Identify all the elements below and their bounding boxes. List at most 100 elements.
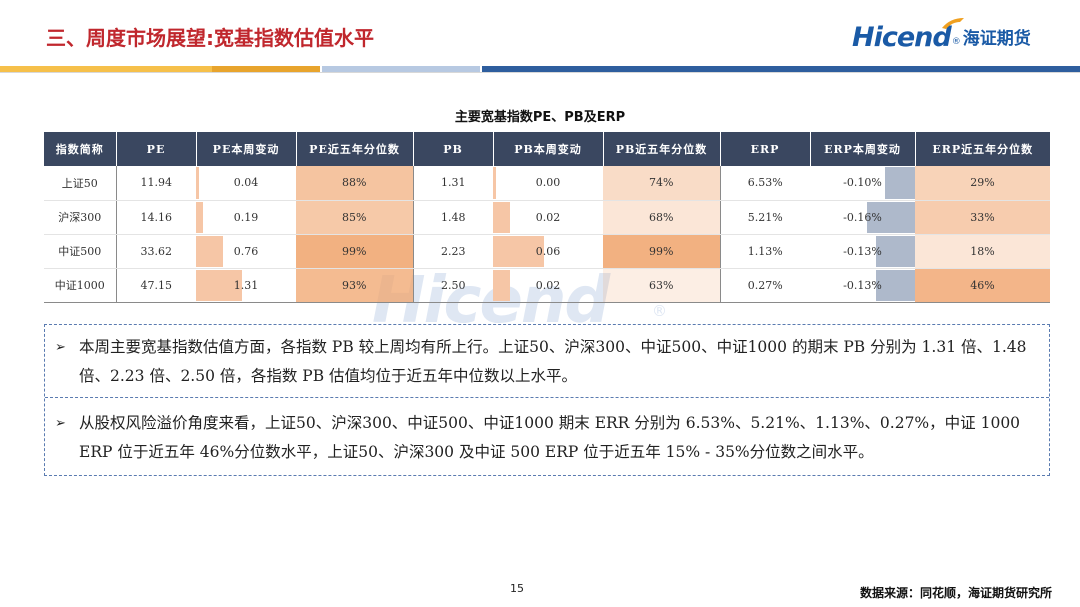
pb-percentile-cell: 99% (603, 234, 720, 269)
cell-value: 68% (649, 210, 674, 224)
change-bar (196, 201, 203, 233)
cell-value: 5.21% (747, 210, 783, 224)
company-logo: Hicend ® 海证期货 (852, 18, 1031, 53)
pb-cell: 1.31 (412, 166, 493, 201)
pb-percentile-cell: 74% (603, 166, 720, 201)
erp-cell: 6.53% (719, 166, 810, 201)
col-header-pb-change: PB本周变动 (492, 132, 603, 166)
logo-registered-mark: ® (951, 37, 961, 47)
data-source: 数据来源：同花顺，海证期货研究所 (859, 586, 1052, 600)
change-bar (866, 201, 915, 233)
valuation-table: 指数简称 PE PE本周变动 PE近五年分位数 PB PB本周变动 PB近五年分… (44, 132, 1050, 303)
col-header-erp-change: ERP本周变动 (809, 132, 915, 166)
pe-change-cell: 0.19 (196, 200, 296, 235)
logo-chinese-name: 海证期货 (962, 29, 1031, 49)
pe-cell: 47.15 (115, 268, 196, 303)
percentile-heat (296, 166, 413, 200)
cell-value: 1.31 (233, 278, 259, 292)
cell-value: 33.62 (140, 244, 173, 258)
header-rule-blue (482, 66, 1080, 72)
change-bar (493, 201, 510, 233)
pe-percentile-cell: 88% (296, 166, 413, 201)
cell-value: 2.23 (441, 244, 466, 258)
page-title: 三、周度市场展望:宽基指数估值水平 (46, 26, 374, 50)
cell-value: 47.15 (140, 278, 173, 292)
change-bar (196, 269, 242, 301)
cell-value: 0.19 (233, 210, 259, 224)
col-header-pb-percentile: PB近五年分位数 (602, 132, 720, 166)
cell-value: 14.16 (140, 210, 173, 224)
index-name-cell: 中证500 (44, 234, 116, 269)
change-bar (493, 269, 510, 301)
col-header-pe: PE (115, 132, 196, 166)
pe-change-cell: 0.76 (196, 234, 296, 269)
erp-cell: 1.13% (719, 234, 810, 269)
cell-value: 0.76 (233, 244, 259, 258)
cell-value: 18% (970, 244, 995, 258)
header-rule-yellow (0, 66, 212, 72)
cell-value: 1.13% (747, 244, 783, 258)
cell-value: 2.50 (441, 278, 466, 292)
cell-value: 上证50 (61, 176, 98, 190)
commentary-bullet-1: ➢ 本周主要宽基指数估值方面，各指数 PB 较上周均有所上行。上证50、沪深30… (55, 333, 1045, 391)
erp-percentile-cell: 18% (915, 234, 1050, 269)
cell-value: 74% (649, 176, 674, 190)
erp-cell: 0.27% (719, 268, 810, 303)
change-bar (493, 167, 497, 199)
col-header-pe-change: PE本周变动 (195, 132, 296, 166)
pe-cell: 11.94 (115, 166, 196, 201)
pb-change-cell: 0.02 (493, 268, 603, 303)
pe-cell: 33.62 (115, 234, 196, 269)
pb-cell: 1.48 (412, 200, 493, 235)
change-bar (493, 235, 544, 267)
cell-value: 46% (970, 278, 995, 292)
change-bar (875, 269, 915, 301)
cell-value: 88% (342, 176, 367, 190)
pe-cell: 14.16 (115, 200, 196, 235)
logo-wordmark: Hicend (852, 22, 952, 53)
erp-change-cell: -0.13% (810, 268, 915, 303)
index-name-cell: 上证50 (44, 166, 116, 201)
percentile-heat (603, 268, 720, 302)
cell-value: 0.27% (747, 278, 783, 292)
index-name-cell: 沪深300 (44, 200, 116, 235)
col-header-name: 指数简称 (44, 132, 116, 166)
col-header-pe-percentile: PE近五年分位数 (295, 132, 413, 166)
cell-value: 29% (970, 176, 995, 190)
pb-cell: 2.23 (412, 234, 493, 269)
commentary-box: ➢ 本周主要宽基指数估值方面，各指数 PB 较上周均有所上行。上证50、沪深30… (44, 324, 1050, 476)
cell-value: 0.04 (233, 176, 259, 190)
pb-change-cell: 0.06 (493, 234, 603, 269)
logo-swoosh-icon (942, 18, 964, 29)
percentile-heat (296, 234, 413, 268)
percentile-heat (296, 200, 413, 234)
change-bar (884, 167, 915, 199)
pb-change-cell: 0.02 (493, 200, 603, 235)
erp-change-cell: -0.10% (810, 166, 915, 201)
col-header-pb: PB (412, 132, 493, 166)
percentile-heat (603, 234, 720, 268)
change-bar (875, 235, 915, 267)
header-rule-lightblue (322, 66, 480, 72)
pb-cell: 2.50 (412, 268, 493, 303)
percentile-heat (915, 268, 1050, 302)
pb-percentile-cell: 63% (603, 268, 720, 303)
commentary-divider (45, 397, 1049, 398)
col-header-erp-percentile: ERP近五年分位数 (914, 132, 1050, 166)
cell-value: 0.00 (535, 176, 561, 190)
arrow-bullet-icon: ➢ (55, 340, 66, 355)
percentile-heat (915, 234, 1050, 268)
erp-change-cell: -0.16% (810, 200, 915, 235)
pe-change-cell: 0.04 (196, 166, 296, 201)
cell-value: -0.13% (843, 244, 882, 258)
cell-value: 11.94 (140, 176, 173, 190)
pe-percentile-cell: 99% (296, 234, 413, 269)
erp-percentile-cell: 29% (915, 166, 1050, 201)
pb-change-cell: 0.00 (493, 166, 603, 201)
percentile-heat (603, 200, 720, 234)
pe-percentile-cell: 85% (296, 200, 413, 235)
cell-value: 1.48 (441, 210, 466, 224)
table-header-row: 指数简称 PE PE本周变动 PE近五年分位数 PB PB本周变动 PB近五年分… (44, 132, 1050, 166)
percentile-heat (296, 268, 413, 302)
commentary-text-1: 本周主要宽基指数估值方面，各指数 PB 较上周均有所上行。上证50、沪深300、… (79, 338, 1027, 385)
